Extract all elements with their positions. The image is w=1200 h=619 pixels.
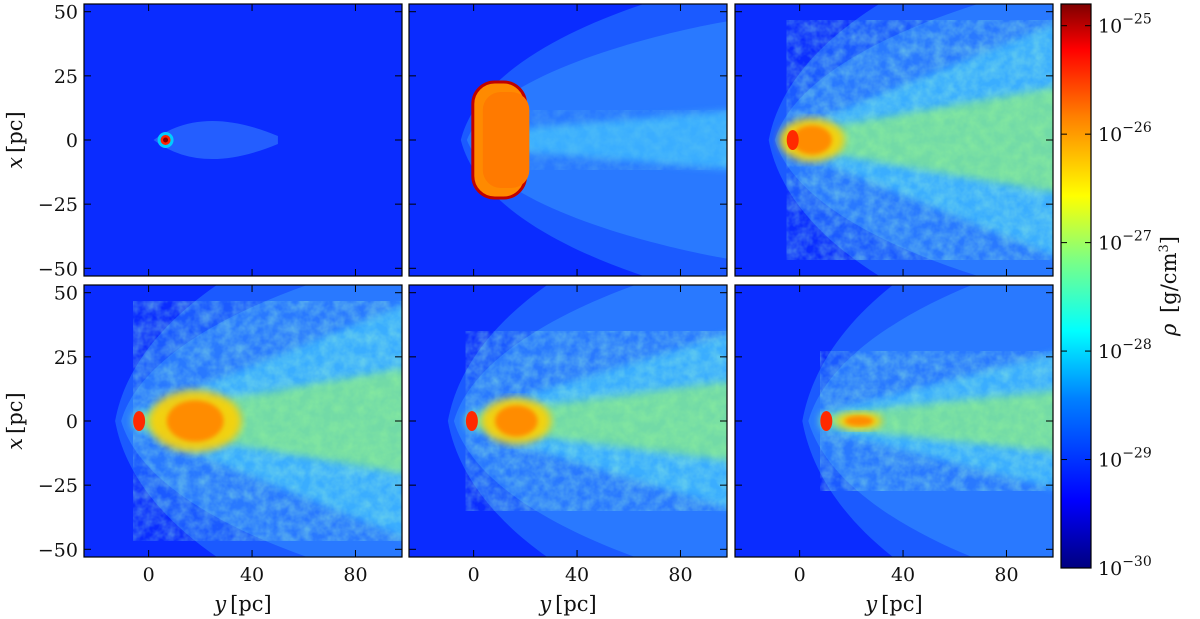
y-tick-label: 50 (54, 2, 78, 24)
colorbar: 10−25 10−26 10−27 10−28 10−29 10−30 (1060, 3, 1152, 580)
cloud-head (465, 411, 478, 431)
axes-group: 50 25 0 −25 −50 x[pc] 0 40 80 y [pc] 50 25 0 −25 −50 x[p… (3, 2, 1053, 616)
colorbar-tick-label: 10−27 (1098, 229, 1152, 255)
density-panel-1 (83, 3, 403, 277)
colorbar-tick-label: 10−26 (1098, 120, 1152, 146)
y-tick-label: −50 (38, 539, 78, 561)
y-axis-title: x[pc] (3, 111, 27, 168)
x-axis-title: y [pc] (538, 592, 596, 616)
x-tick-label: 0 (143, 564, 155, 586)
density-panel-2 (408, 3, 728, 277)
wake-core (786, 87, 1053, 193)
colorbar-tick-label: 10−30 (1098, 554, 1152, 580)
density-panel-6 (734, 284, 1054, 558)
x-tick-label: 80 (343, 564, 367, 586)
density-panel-4 (83, 284, 403, 558)
x-tick-label: 40 (565, 564, 589, 586)
x-tick-label: 0 (468, 564, 480, 586)
y-tick-label: 25 (54, 347, 78, 369)
y-axis-title: x[pc] (3, 392, 27, 449)
wake-core (465, 381, 727, 461)
dense-cloud (166, 400, 224, 442)
panels-group (83, 3, 1054, 558)
cloud-head (820, 411, 833, 431)
y-tick-label: −25 (38, 194, 78, 216)
y-tick-label: 0 (66, 411, 78, 433)
x-axis-title: y [pc] (213, 592, 271, 616)
y-tick-label: −25 (38, 475, 78, 497)
cloud-head (133, 411, 146, 431)
cloud-core-peak (163, 137, 169, 143)
x-tick-label: 80 (668, 564, 692, 586)
dense-cloud (494, 405, 538, 437)
x-tick-label: 80 (994, 564, 1018, 586)
wake-core (133, 368, 402, 474)
dense-cloud (844, 415, 874, 427)
y-tick-label: 50 (54, 283, 78, 305)
x-tick-label: 40 (240, 564, 264, 586)
y-tick-label: 25 (54, 66, 78, 88)
x-tick-label: 0 (794, 564, 806, 586)
x-axis-title: y [pc] (864, 592, 922, 616)
x-tick-label: 40 (891, 564, 915, 586)
wake-core (820, 390, 1053, 452)
cloud-head (786, 130, 799, 150)
dense-cloud (792, 125, 832, 155)
colorbar-tick-label: 10−28 (1098, 337, 1152, 363)
colorbar-title: ρ [g/cm3] (1157, 236, 1181, 337)
density-panel-3 (734, 3, 1054, 277)
y-tick-label: −50 (38, 258, 78, 280)
colorbar-gradient (1060, 3, 1092, 569)
dense-cloud-interior (482, 92, 530, 188)
colorbar-tick-label: 10−25 (1098, 12, 1152, 38)
density-panel-5 (408, 284, 728, 558)
y-tick-label: 0 (66, 130, 78, 152)
colorbar-tick-label: 10−29 (1098, 446, 1152, 472)
bow-shock (153, 120, 278, 160)
